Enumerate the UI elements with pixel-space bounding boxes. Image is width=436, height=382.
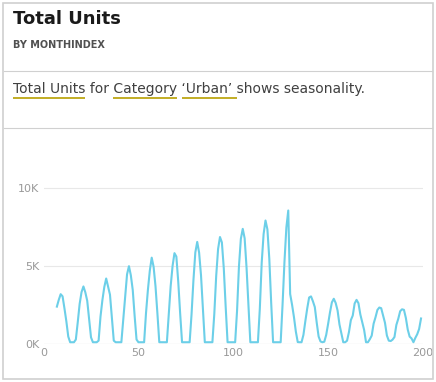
Text: Total Units: Total Units bbox=[13, 10, 121, 28]
Text: BY MONTHINDEX: BY MONTHINDEX bbox=[13, 40, 105, 50]
Text: Total Units for Category ‘Urban’ shows seasonality.: Total Units for Category ‘Urban’ shows s… bbox=[13, 82, 365, 96]
